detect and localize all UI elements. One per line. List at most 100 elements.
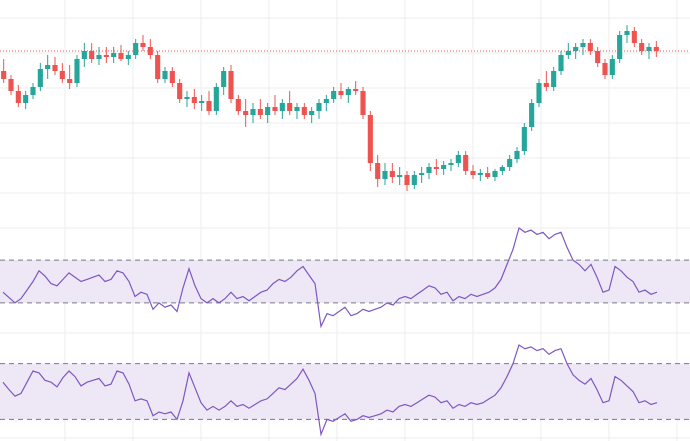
candle[interactable]: [470, 165, 476, 179]
candle[interactable]: [169, 67, 175, 87]
candle[interactable]: [653, 41, 659, 57]
candle[interactable]: [485, 167, 491, 179]
candle[interactable]: [404, 171, 410, 191]
candle[interactable]: [125, 51, 131, 65]
candle[interactable]: [338, 83, 344, 99]
candle[interactable]: [279, 99, 285, 119]
candle[interactable]: [250, 103, 256, 123]
candle[interactable]: [617, 31, 623, 63]
candle[interactable]: [81, 43, 87, 67]
candle[interactable]: [441, 161, 447, 175]
candle[interactable]: [287, 91, 293, 115]
candle[interactable]: [521, 123, 527, 155]
candle[interactable]: [89, 43, 95, 63]
candle[interactable]: [397, 167, 403, 185]
candle[interactable]: [67, 65, 73, 89]
candle[interactable]: [345, 87, 351, 103]
candle-body: [646, 47, 652, 51]
candle[interactable]: [37, 63, 43, 91]
candle[interactable]: [162, 67, 168, 83]
candle[interactable]: [45, 55, 51, 79]
candle[interactable]: [411, 171, 417, 189]
candle[interactable]: [573, 43, 579, 59]
candle[interactable]: [551, 67, 557, 91]
candle[interactable]: [624, 25, 630, 43]
candle[interactable]: [367, 111, 373, 171]
candle[interactable]: [331, 87, 337, 103]
candle[interactable]: [389, 163, 395, 183]
candle[interactable]: [140, 35, 146, 51]
candle-body: [536, 83, 542, 103]
candle[interactable]: [565, 43, 571, 59]
candle[interactable]: [595, 47, 601, 67]
candle[interactable]: [243, 99, 249, 127]
candle[interactable]: [309, 107, 315, 123]
candle[interactable]: [103, 47, 109, 63]
candle[interactable]: [507, 155, 513, 171]
candle[interactable]: [177, 79, 183, 103]
price-panel[interactable]: [0, 25, 690, 191]
candle[interactable]: [426, 163, 432, 179]
candle-body: [587, 43, 593, 51]
candle-body: [169, 71, 175, 83]
candle[interactable]: [529, 99, 535, 131]
candle[interactable]: [228, 65, 234, 103]
candle[interactable]: [206, 91, 212, 115]
candle[interactable]: [455, 151, 461, 167]
candle[interactable]: [147, 39, 153, 59]
candle[interactable]: [587, 39, 593, 55]
candle[interactable]: [558, 51, 564, 75]
candle[interactable]: [477, 169, 483, 181]
candle[interactable]: [272, 95, 278, 115]
candle[interactable]: [111, 47, 117, 63]
candle[interactable]: [360, 87, 366, 119]
candle[interactable]: [118, 45, 124, 61]
candle[interactable]: [463, 151, 469, 175]
candle[interactable]: [609, 55, 615, 79]
oscillator-1-line[interactable]: [2, 227, 658, 329]
candle[interactable]: [213, 83, 219, 115]
candle[interactable]: [514, 147, 520, 163]
oscillator-panel-2[interactable]: [2, 344, 658, 437]
candle[interactable]: [433, 159, 439, 175]
candle-body: [133, 43, 139, 55]
candle[interactable]: [133, 39, 139, 59]
candle[interactable]: [184, 91, 190, 107]
oscillator-panel-1[interactable]: [2, 227, 658, 329]
candle[interactable]: [301, 103, 307, 119]
candle[interactable]: [59, 63, 65, 83]
candle[interactable]: [257, 99, 263, 119]
candle[interactable]: [602, 59, 608, 79]
candle[interactable]: [23, 91, 29, 109]
candle[interactable]: [52, 57, 58, 75]
candle[interactable]: [323, 95, 329, 111]
candle[interactable]: [74, 55, 80, 87]
candle[interactable]: [639, 39, 645, 55]
candle[interactable]: [492, 169, 498, 181]
candle[interactable]: [375, 155, 381, 187]
candle[interactable]: [580, 39, 586, 55]
candle[interactable]: [155, 51, 161, 83]
candle[interactable]: [30, 83, 36, 99]
candle[interactable]: [221, 67, 227, 95]
candle[interactable]: [235, 95, 241, 115]
candle[interactable]: [15, 85, 21, 107]
candle[interactable]: [265, 103, 271, 123]
candle[interactable]: [1, 59, 7, 83]
candle[interactable]: [8, 75, 14, 95]
candle[interactable]: [536, 79, 542, 107]
candle[interactable]: [499, 165, 505, 175]
candle[interactable]: [96, 47, 102, 65]
candle[interactable]: [199, 95, 205, 111]
candle[interactable]: [543, 71, 549, 91]
candle[interactable]: [316, 99, 322, 119]
oscillator-2-line[interactable]: [2, 344, 658, 437]
candle[interactable]: [353, 81, 359, 95]
candle[interactable]: [382, 163, 388, 185]
candle[interactable]: [419, 167, 425, 183]
candle[interactable]: [191, 89, 197, 109]
candle[interactable]: [448, 159, 454, 171]
candle[interactable]: [631, 27, 637, 47]
candle[interactable]: [294, 103, 300, 119]
